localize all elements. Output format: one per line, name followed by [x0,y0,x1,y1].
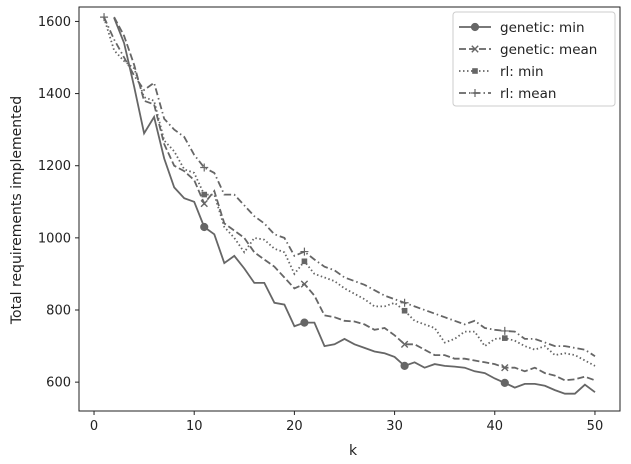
series-2-marker [401,307,408,314]
legend-entry-2: rl: min [459,64,544,80]
series-line-0 [113,17,596,395]
series-1-marker [200,199,208,208]
series-0 [113,17,596,395]
legend-entry-3: rl: mean [459,86,556,102]
series-0-marker [200,222,209,232]
y-tick-label: 600 [46,376,71,391]
series-line-1 [113,16,596,382]
y-tick-label: 1600 [38,15,71,30]
series-1-marker [400,340,409,348]
x-tick-label: 10 [186,419,203,434]
x-axis-label: k [349,443,358,459]
series-0-marker [500,378,509,387]
series-0-marker [300,318,309,327]
legend-box [452,11,616,107]
series-3 [100,13,596,357]
series-line-2 [103,17,596,367]
series-1-marker [501,364,509,372]
series-2-marker [501,335,508,341]
series-3-marker [100,13,109,22]
legend-label: rl: min [500,64,544,80]
series-2-marker [301,258,308,265]
series-2-marker [201,191,208,198]
legend-marker [471,45,479,53]
legend-marker [470,22,480,32]
series-3-marker [300,247,309,256]
x-tick-label: 20 [286,419,303,434]
series-1 [113,16,596,382]
series-2 [103,17,596,367]
series-3-marker [200,163,209,172]
legend-entry-0: genetic: min [459,20,585,36]
x-tick-label: 50 [587,419,604,434]
series-3-marker [400,298,409,307]
y-tick-label: 1400 [38,87,71,102]
legend-marker [472,68,478,74]
legend-label: genetic: min [500,20,585,36]
legend-marker [471,89,479,97]
y-axis-label: Total requirements implemented [9,96,25,325]
y-tick-label: 1000 [38,231,71,246]
x-tick-label: 40 [486,419,503,434]
y-tick-label: 800 [46,304,71,319]
x-tick-label: 30 [386,419,403,434]
legend-label: rl: mean [500,86,556,102]
legend-label: genetic: mean [500,42,597,58]
series-line-3 [103,16,596,357]
y-tick-label: 1200 [38,159,71,174]
legend-entry-1: genetic: mean [459,42,597,58]
series-3-marker [500,326,509,335]
legend: genetic: min genetic: mean rl: min rl: mean [452,11,616,107]
x-tick-label: 0 [90,419,98,434]
series-1-marker [300,280,309,288]
series-0-marker [400,361,409,371]
